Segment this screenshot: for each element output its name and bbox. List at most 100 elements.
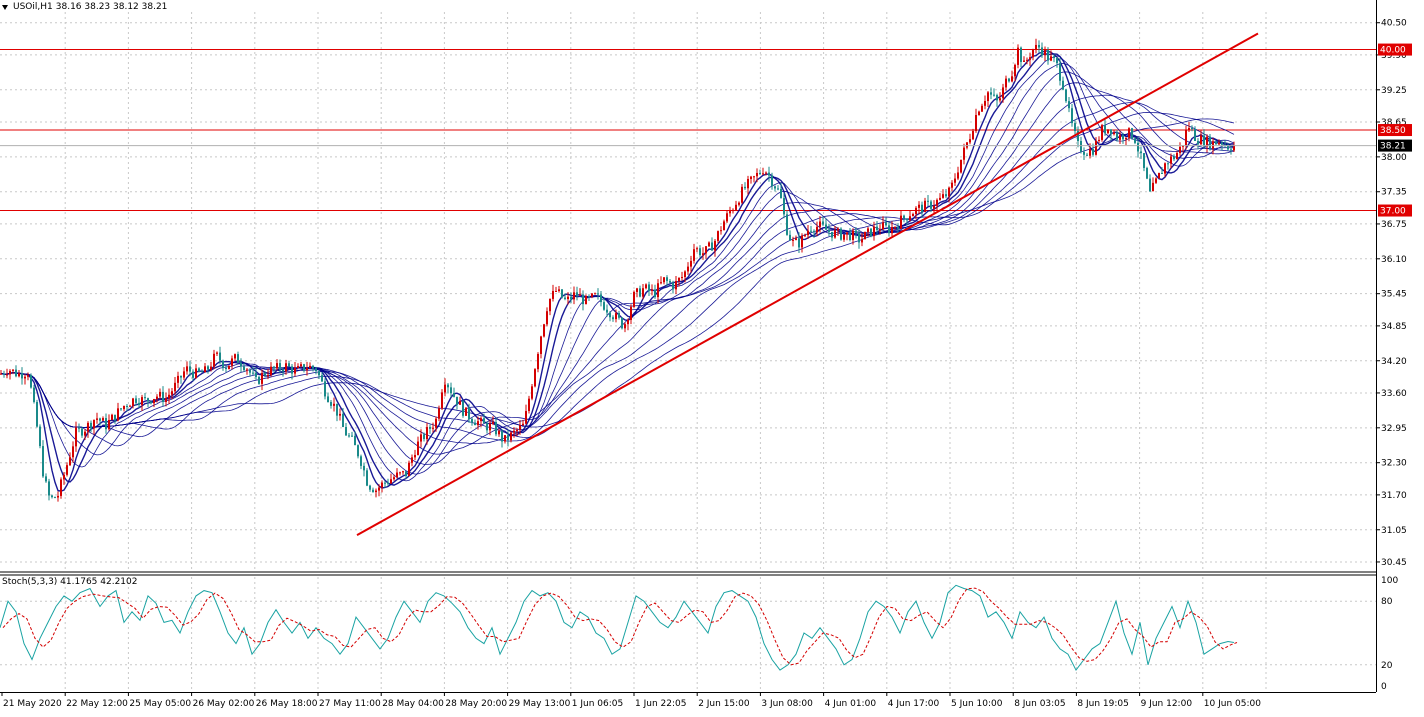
dropdown-triangle-icon[interactable] xyxy=(2,4,8,10)
candle-body xyxy=(69,457,71,466)
trend-line xyxy=(356,32,1259,536)
stoch-tick-label: 100 xyxy=(1381,576,1398,586)
candle-body xyxy=(765,172,767,174)
candle-body xyxy=(753,176,755,178)
candle-body xyxy=(90,422,92,429)
candle-body xyxy=(624,324,626,329)
candle-body xyxy=(591,293,593,297)
candle-body xyxy=(480,418,482,422)
price-tick-label: 36.10 xyxy=(1381,255,1407,265)
candle-body xyxy=(786,214,788,235)
candle-body xyxy=(1086,154,1088,156)
candle-body xyxy=(414,454,416,458)
candle-body xyxy=(1221,142,1223,145)
candle-body xyxy=(102,418,104,421)
candle-body xyxy=(228,365,230,370)
candle-body xyxy=(189,366,191,372)
candle-body xyxy=(177,375,179,383)
candle-body xyxy=(582,294,584,305)
candle-body xyxy=(303,364,305,371)
candle-body xyxy=(96,418,98,420)
candle-body xyxy=(333,403,335,406)
main-grid xyxy=(0,12,1376,570)
candle-body xyxy=(1191,128,1193,130)
ma-line xyxy=(0,62,1235,475)
candle-body xyxy=(1020,47,1022,62)
price-tick-label: 38.65 xyxy=(1381,118,1407,128)
candle-body xyxy=(81,428,83,436)
price-tick-label: 39.90 xyxy=(1381,51,1407,61)
candle-body xyxy=(195,368,197,378)
candle-body xyxy=(495,422,497,435)
candle-body xyxy=(297,366,299,368)
candle-body xyxy=(531,386,533,399)
candle-body xyxy=(921,204,923,212)
candle-body xyxy=(546,311,548,325)
candle-body xyxy=(477,421,479,426)
candle-body xyxy=(777,188,779,190)
time-tick-label: 9 Jun 12:00 xyxy=(1141,699,1193,709)
candle-body xyxy=(906,218,908,221)
candle-body xyxy=(171,391,173,395)
candle-body xyxy=(696,248,698,250)
candle-body xyxy=(1068,101,1070,109)
candle-body xyxy=(675,281,677,290)
candle-body xyxy=(630,306,632,320)
candle-body xyxy=(558,289,560,291)
candle-body xyxy=(615,313,617,320)
candle-body xyxy=(12,369,14,371)
candle-body xyxy=(1071,108,1073,124)
candle-body xyxy=(702,253,704,256)
candle-body xyxy=(942,194,944,198)
candle-body xyxy=(1182,145,1184,147)
candle-body xyxy=(450,387,452,394)
candle-body xyxy=(879,229,881,231)
candle-body xyxy=(642,288,644,297)
candle-body xyxy=(231,358,233,366)
candle-body xyxy=(933,205,935,209)
candle-body xyxy=(543,324,545,337)
candle-body xyxy=(1044,50,1046,56)
candle-body xyxy=(93,419,95,429)
candle-body xyxy=(528,398,530,412)
time-tick-label: 1 Jun 06:05 xyxy=(572,699,623,709)
candle-body xyxy=(486,423,488,431)
candle-body xyxy=(792,239,794,241)
price-tick-label: 32.95 xyxy=(1381,424,1407,434)
candle-body xyxy=(618,313,620,318)
candle-body xyxy=(648,284,650,291)
candle-body xyxy=(723,221,725,231)
candle-body xyxy=(156,396,158,400)
time-tick-label: 8 Jun 03:05 xyxy=(1014,699,1065,709)
candle-body xyxy=(129,405,131,407)
candle-body xyxy=(996,95,998,101)
time-tick-label: 27 May 11:00 xyxy=(319,699,381,709)
candle-body xyxy=(45,476,47,482)
candle-body xyxy=(645,284,647,289)
candle-body xyxy=(750,176,752,179)
candle-body xyxy=(108,420,110,430)
price-tick-label: 30.45 xyxy=(1381,558,1407,568)
candle-body xyxy=(822,221,824,225)
candle-body xyxy=(831,231,833,238)
candle-body xyxy=(960,159,962,173)
candle-body xyxy=(3,373,5,375)
candle-body xyxy=(9,370,11,375)
candle-body xyxy=(219,352,221,361)
candle-body xyxy=(435,418,437,428)
candle-body xyxy=(135,398,137,403)
candle-body xyxy=(930,201,932,209)
candle-body xyxy=(993,94,995,96)
candle-body xyxy=(741,186,743,203)
candle-body xyxy=(363,465,365,471)
candle-body xyxy=(1233,145,1235,151)
candle-body xyxy=(6,374,8,376)
candle-body xyxy=(1005,78,1007,88)
candle-body xyxy=(441,392,443,409)
candle-body xyxy=(771,175,773,187)
candle-body xyxy=(999,98,1001,101)
candle-body xyxy=(240,362,242,367)
candle-body xyxy=(1107,129,1109,134)
candle-body xyxy=(237,354,239,363)
candle-body xyxy=(963,147,965,160)
